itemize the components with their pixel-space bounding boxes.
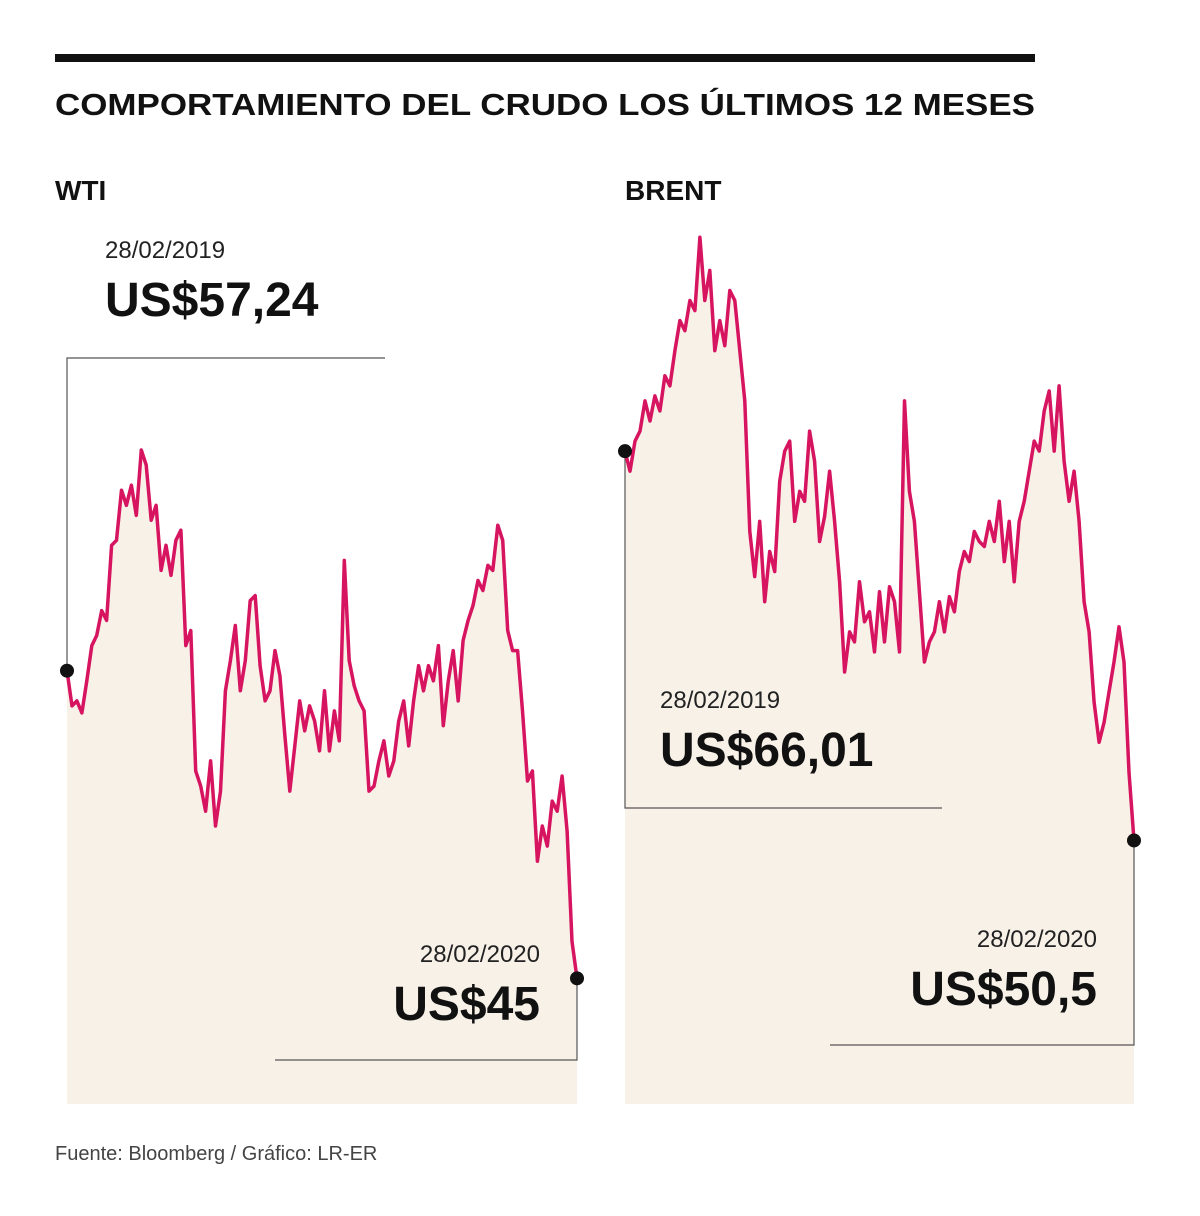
endpoint-dot xyxy=(60,663,74,678)
connector xyxy=(275,978,578,1061)
price-line xyxy=(623,235,1136,841)
chart-subtitle: WTI xyxy=(55,175,106,206)
source: Fuente: Bloomberg / Gráfico: LR-ER xyxy=(55,1143,377,1165)
area xyxy=(67,450,577,1104)
annotation-date: 28/02/2019 xyxy=(660,687,780,714)
annotation-value: US$45 xyxy=(393,978,540,1031)
annotation-date: 28/02/2019 xyxy=(105,237,225,264)
chart-subtitle: BRENT xyxy=(625,175,721,206)
price-line xyxy=(65,448,579,979)
endpoint-dot xyxy=(1127,833,1141,848)
annotation-date: 28/02/2020 xyxy=(977,926,1097,953)
endpoint-dot xyxy=(570,971,584,986)
annotation-value: US$50,5 xyxy=(910,963,1097,1016)
endpoint-dot xyxy=(618,444,632,459)
connector xyxy=(624,451,942,809)
title: COMPORTAMIENTO DEL CRUDO LOS ÚLTIMOS 12 … xyxy=(55,86,1035,122)
annotation-value: US$66,01 xyxy=(660,724,874,777)
annotation-date: 28/02/2020 xyxy=(420,941,540,968)
connector xyxy=(66,357,385,671)
annotation-value: US$57,24 xyxy=(105,274,319,327)
top-rule xyxy=(55,54,1035,62)
connector xyxy=(830,840,1135,1046)
area xyxy=(625,237,1134,1105)
